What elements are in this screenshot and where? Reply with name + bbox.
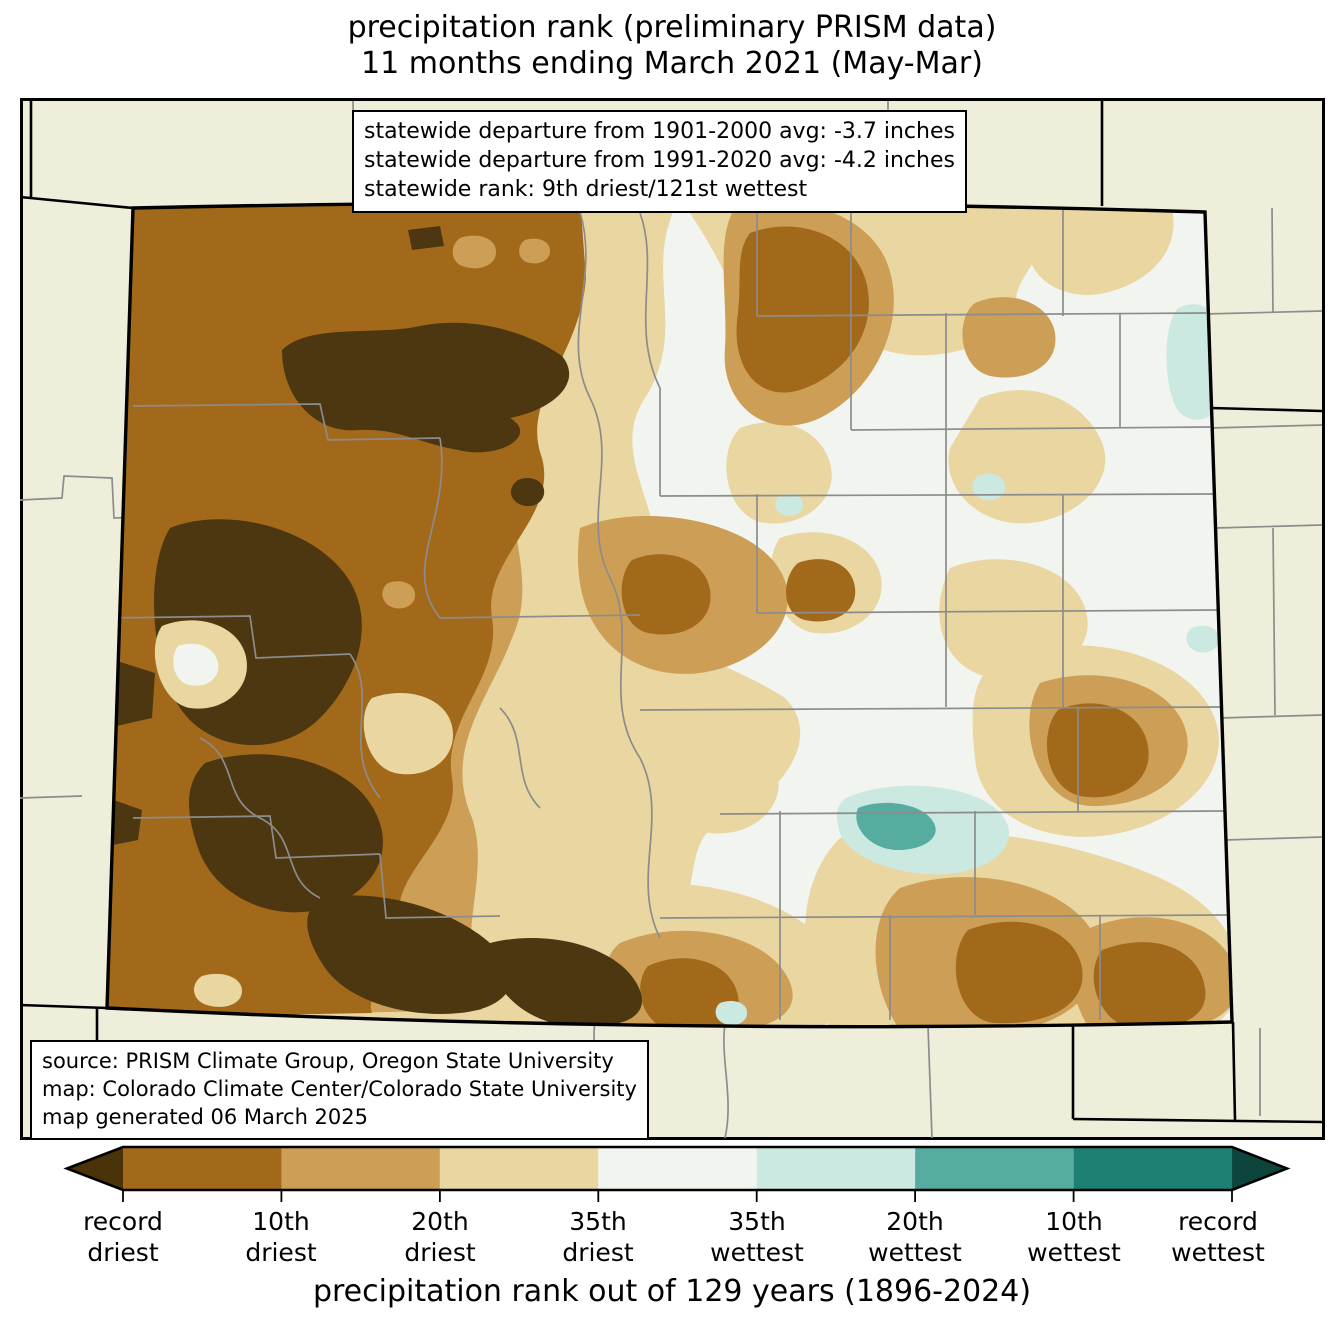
source-line-2: map: Colorado Climate Center/Colorado St… xyxy=(42,1077,637,1101)
colorbar-band-driest-10th xyxy=(123,1147,282,1190)
neighbor-state-borders xyxy=(19,101,1323,1138)
title-line-2: 11 months ending March 2021 (May-Mar) xyxy=(361,46,983,81)
colorbar-label-10th-wettest: 10th wettest xyxy=(1027,1207,1121,1267)
contour-layer-wet-teal xyxy=(715,304,1220,1026)
colorbar-label-35th-driest: 35th driest xyxy=(562,1207,634,1267)
statewide-stats-box: statewide departure from 1901-2000 avg: … xyxy=(352,110,967,213)
colorado-precipitation-map xyxy=(19,98,1325,1140)
source-line-1: source: PRISM Climate Group, Oregon Stat… xyxy=(42,1049,614,1073)
contour-relief-patches xyxy=(154,235,550,1007)
colorbar-label-record-wettest: record wettest xyxy=(1171,1207,1265,1267)
source-credit-box: source: PRISM Climate Group, Oregon Stat… xyxy=(30,1040,649,1140)
title-line-1: precipitation rank (preliminary PRISM da… xyxy=(347,10,997,45)
colorbar-label-record-driest: record driest xyxy=(83,1207,163,1267)
colorbar-band-10th-20th xyxy=(281,1147,440,1190)
page-title: precipitation rank (preliminary PRISM da… xyxy=(0,10,1344,82)
contour-layer-record-driest xyxy=(108,226,642,1027)
colorbar-label-10th-driest: 10th driest xyxy=(245,1207,317,1267)
stats-line-1: statewide departure from 1901-2000 avg: … xyxy=(364,119,955,144)
stats-line-3: statewide rank: 9th driest/121st wettest xyxy=(364,177,808,202)
colorado-county-lines xyxy=(107,210,1229,1020)
colorbar-band-20th-35th xyxy=(439,1147,599,1190)
colorbar-band-20th-10th-wet xyxy=(915,1147,1074,1190)
colorbar-label-20th-wettest: 20th wettest xyxy=(868,1207,962,1267)
colorbar xyxy=(63,1145,1291,1202)
map-panel xyxy=(19,98,1325,1140)
stats-line-2: statewide departure from 1991-2020 avg: … xyxy=(364,148,955,173)
colorbar-label-20th-driest: 20th driest xyxy=(404,1207,476,1267)
colorbar-band-35th-20th-wet xyxy=(756,1147,916,1190)
source-line-3: map generated 06 March 2025 xyxy=(42,1105,369,1129)
colorbar-band-middle xyxy=(598,1147,757,1190)
colorbar-label-35th-wettest: 35th wettest xyxy=(710,1207,804,1267)
colorbar-arrow-record-driest xyxy=(67,1147,123,1190)
colorbar-ticks xyxy=(122,1190,1233,1202)
colorbar-caption: precipitation rank out of 129 years (189… xyxy=(312,1274,1032,1309)
colorbar-band-10th-record-wet xyxy=(1073,1147,1233,1190)
colorbar-arrow-record-wettest xyxy=(1232,1147,1287,1190)
